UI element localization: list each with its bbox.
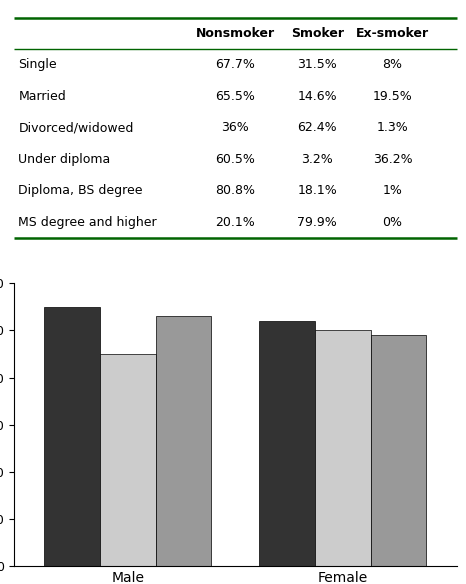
Text: 36.2%: 36.2% — [373, 152, 412, 166]
Bar — [100, 354, 156, 566]
Bar — [44, 307, 100, 566]
Bar — [156, 317, 211, 566]
Text: Ex-smoker: Ex-smoker — [356, 27, 429, 40]
Text: 62.4%: 62.4% — [297, 121, 337, 134]
Text: Married: Married — [18, 90, 66, 103]
Text: Smoker: Smoker — [291, 27, 344, 40]
Text: Under diploma: Under diploma — [18, 152, 110, 166]
Text: 3.2%: 3.2% — [302, 152, 333, 166]
Text: Divorced/widowed: Divorced/widowed — [18, 121, 134, 134]
Text: Single: Single — [18, 58, 57, 71]
Text: 14.6%: 14.6% — [297, 90, 337, 103]
Text: 18.1%: 18.1% — [297, 184, 337, 197]
Text: 80.8%: 80.8% — [215, 184, 255, 197]
Text: 60.5%: 60.5% — [215, 152, 255, 166]
Text: 67.7%: 67.7% — [215, 58, 255, 71]
Text: MS degree and higher: MS degree and higher — [18, 215, 157, 228]
Text: 31.5%: 31.5% — [297, 58, 337, 71]
Bar — [260, 321, 315, 566]
Text: 8%: 8% — [383, 58, 403, 71]
Text: Nonsmoker: Nonsmoker — [196, 27, 275, 40]
Text: 0%: 0% — [383, 215, 403, 228]
Text: 19.5%: 19.5% — [373, 90, 412, 103]
Bar — [315, 331, 370, 566]
Text: 36%: 36% — [221, 121, 249, 134]
Text: 1.3%: 1.3% — [377, 121, 408, 134]
Text: Diploma, BS degree: Diploma, BS degree — [18, 184, 143, 197]
Bar — [370, 335, 426, 566]
Text: 79.9%: 79.9% — [297, 215, 337, 228]
Text: 1%: 1% — [383, 184, 403, 197]
Text: 20.1%: 20.1% — [215, 215, 255, 228]
Text: 65.5%: 65.5% — [215, 90, 255, 103]
